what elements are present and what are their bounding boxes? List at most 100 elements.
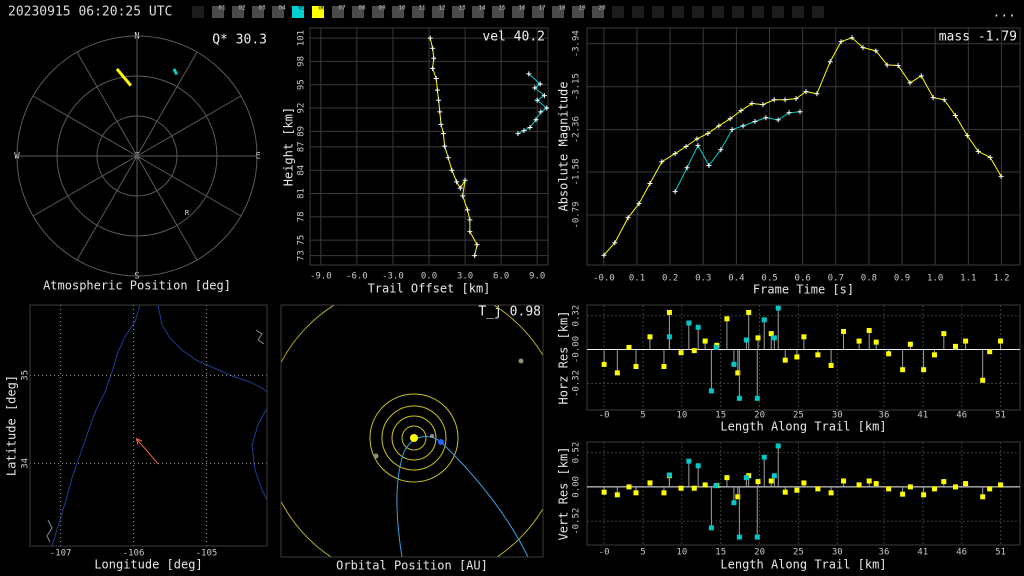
residual-point bbox=[775, 443, 781, 449]
point-marker bbox=[434, 87, 440, 93]
station-label: 13 bbox=[458, 5, 466, 12]
grid-spoke bbox=[32, 155, 138, 217]
station-box[interactable] bbox=[412, 6, 424, 18]
station-box[interactable] bbox=[492, 6, 504, 18]
residual-point bbox=[952, 343, 958, 349]
station-box[interactable] bbox=[252, 6, 264, 18]
residual-point bbox=[801, 334, 807, 340]
residual-point bbox=[691, 348, 697, 354]
station-box[interactable] bbox=[432, 6, 444, 18]
grid-spoke bbox=[76, 51, 138, 157]
residual-point bbox=[841, 478, 847, 484]
residual-point bbox=[841, 329, 847, 335]
residual-point bbox=[661, 490, 667, 496]
x-tick-label: -0 bbox=[599, 411, 610, 421]
residual-point bbox=[921, 492, 927, 498]
y-tick-label: 87 bbox=[297, 141, 307, 152]
point-marker bbox=[445, 155, 451, 161]
x-tick-label: 6.0 bbox=[493, 272, 509, 282]
station-label: 06 bbox=[318, 5, 326, 12]
station-label: 05 bbox=[298, 5, 306, 12]
point-marker bbox=[782, 97, 788, 103]
point-marker bbox=[716, 123, 722, 129]
point-marker bbox=[462, 177, 468, 183]
station-box[interactable] bbox=[472, 6, 484, 18]
point-marker bbox=[454, 179, 460, 185]
station-box[interactable] bbox=[312, 6, 324, 18]
station-box[interactable] bbox=[392, 6, 404, 18]
point-marker bbox=[930, 95, 936, 101]
residual-point bbox=[633, 364, 639, 370]
station-box[interactable] bbox=[292, 6, 304, 18]
y-tick-label: -1.58 bbox=[572, 159, 582, 186]
residual-point bbox=[941, 331, 947, 337]
station-box bbox=[812, 6, 824, 18]
residual-point bbox=[963, 481, 969, 487]
station-box[interactable] bbox=[592, 6, 604, 18]
station-box[interactable] bbox=[352, 6, 364, 18]
annotation: mass -1.79 bbox=[939, 30, 1017, 45]
data-line bbox=[429, 37, 478, 256]
y-tick-label: 35 bbox=[21, 370, 31, 381]
station-box[interactable] bbox=[232, 6, 244, 18]
residual-point bbox=[873, 481, 879, 487]
axis-label: Absolute Magnitude bbox=[557, 81, 571, 211]
residual-point bbox=[724, 316, 730, 322]
residual-point bbox=[695, 463, 701, 469]
grid-spoke bbox=[136, 155, 242, 217]
point-marker bbox=[918, 73, 924, 79]
residual-point bbox=[666, 309, 672, 315]
map-mark bbox=[255, 329, 265, 345]
residual-point bbox=[782, 357, 788, 363]
point-marker bbox=[430, 65, 436, 71]
station-box[interactable] bbox=[332, 6, 344, 18]
point-marker bbox=[941, 97, 947, 103]
axis-label: Horz Res [km] bbox=[557, 311, 571, 405]
station-box[interactable] bbox=[452, 6, 464, 18]
residual-point bbox=[761, 454, 767, 460]
axis-label: Atmospheric Position [deg] bbox=[43, 279, 231, 293]
axis-label: Trail Offset [km] bbox=[368, 282, 491, 296]
x-tick-label: -105 bbox=[196, 549, 218, 559]
residual-point bbox=[900, 491, 906, 497]
point-marker bbox=[749, 101, 755, 107]
x-tick-label: 1.1 bbox=[960, 274, 976, 284]
y-tick-label: 0.00 bbox=[572, 476, 582, 498]
x-tick-label: 3.0 bbox=[457, 272, 473, 282]
x-tick-label: 15 bbox=[715, 548, 726, 558]
station-box bbox=[192, 6, 204, 18]
station-box[interactable] bbox=[532, 6, 544, 18]
station-box[interactable] bbox=[512, 6, 524, 18]
station-box bbox=[752, 6, 764, 18]
point-marker bbox=[430, 45, 436, 51]
station-box[interactable] bbox=[272, 6, 284, 18]
station-label: 07 bbox=[338, 5, 346, 12]
station-box[interactable] bbox=[212, 6, 224, 18]
trail-arrowhead bbox=[135, 437, 143, 445]
station-label: 14 bbox=[478, 5, 486, 12]
residual-point bbox=[708, 525, 714, 531]
residual-point bbox=[614, 492, 620, 498]
panel-frame bbox=[586, 304, 1021, 411]
point-marker bbox=[636, 201, 642, 207]
residual-point bbox=[626, 484, 632, 490]
x-tick-label: -9.0 bbox=[310, 272, 332, 282]
x-tick-label: 1.0 bbox=[927, 274, 943, 284]
menu-button[interactable]: ... bbox=[993, 6, 1016, 21]
station-box[interactable] bbox=[552, 6, 564, 18]
point-marker bbox=[718, 147, 724, 153]
station-box[interactable] bbox=[572, 6, 584, 18]
trail bbox=[115, 67, 132, 87]
border-line bbox=[251, 407, 267, 501]
planet bbox=[518, 358, 524, 364]
point-marker bbox=[625, 215, 631, 221]
point-marker bbox=[752, 118, 758, 124]
residual-point bbox=[666, 472, 672, 478]
point-marker bbox=[442, 143, 448, 149]
station-box[interactable] bbox=[372, 6, 384, 18]
residual-point bbox=[998, 482, 1004, 488]
station-box bbox=[652, 6, 664, 18]
point-marker bbox=[786, 110, 792, 116]
residual-point bbox=[815, 486, 821, 492]
residual-point bbox=[691, 485, 697, 491]
